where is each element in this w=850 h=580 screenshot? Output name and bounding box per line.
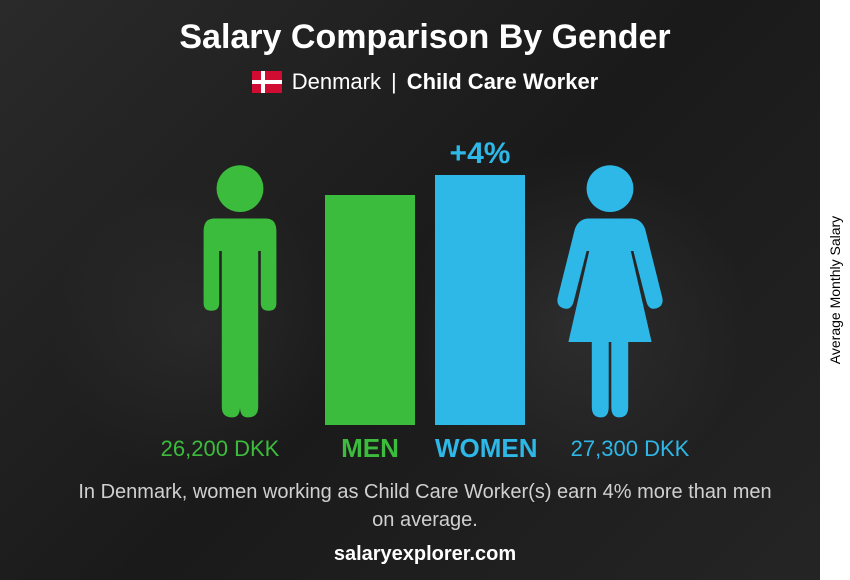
woman-icon: [545, 155, 675, 425]
page-title: Salary Comparison By Gender: [179, 18, 670, 57]
separator: |: [391, 69, 397, 95]
women-bar-column: +4%: [435, 175, 525, 425]
footer-url: salaryexplorer.com: [0, 543, 850, 566]
subtitle-row: Denmark | Child Care Worker: [252, 69, 599, 95]
denmark-flag-icon: [252, 71, 282, 93]
women-bar: [435, 175, 525, 425]
women-icon-column: [545, 155, 675, 425]
men-icon-column: [175, 155, 305, 425]
men-gender-label: MEN: [325, 433, 415, 464]
women-salary-label: 27,300 DKK: [545, 436, 715, 462]
men-bar: [325, 195, 415, 425]
men-salary-label: 26,200 DKK: [135, 436, 305, 462]
description-text: In Denmark, women working as Child Care …: [75, 478, 775, 534]
women-gender-label: WOMEN: [435, 433, 525, 464]
men-bar-column: [325, 195, 415, 425]
man-icon: [175, 155, 305, 425]
labels-row: 26,200 DKK MEN WOMEN 27,300 DKK: [0, 433, 850, 464]
difference-label: +4%: [430, 137, 530, 171]
side-axis-label-container: Average Monthly Salary: [820, 0, 850, 580]
side-axis-label: Average Monthly Salary: [827, 216, 843, 364]
chart-area: +4%: [0, 105, 850, 425]
main-content: Salary Comparison By Gender Denmark | Ch…: [0, 0, 850, 580]
country-label: Denmark: [292, 69, 381, 95]
job-title-label: Child Care Worker: [407, 69, 599, 95]
